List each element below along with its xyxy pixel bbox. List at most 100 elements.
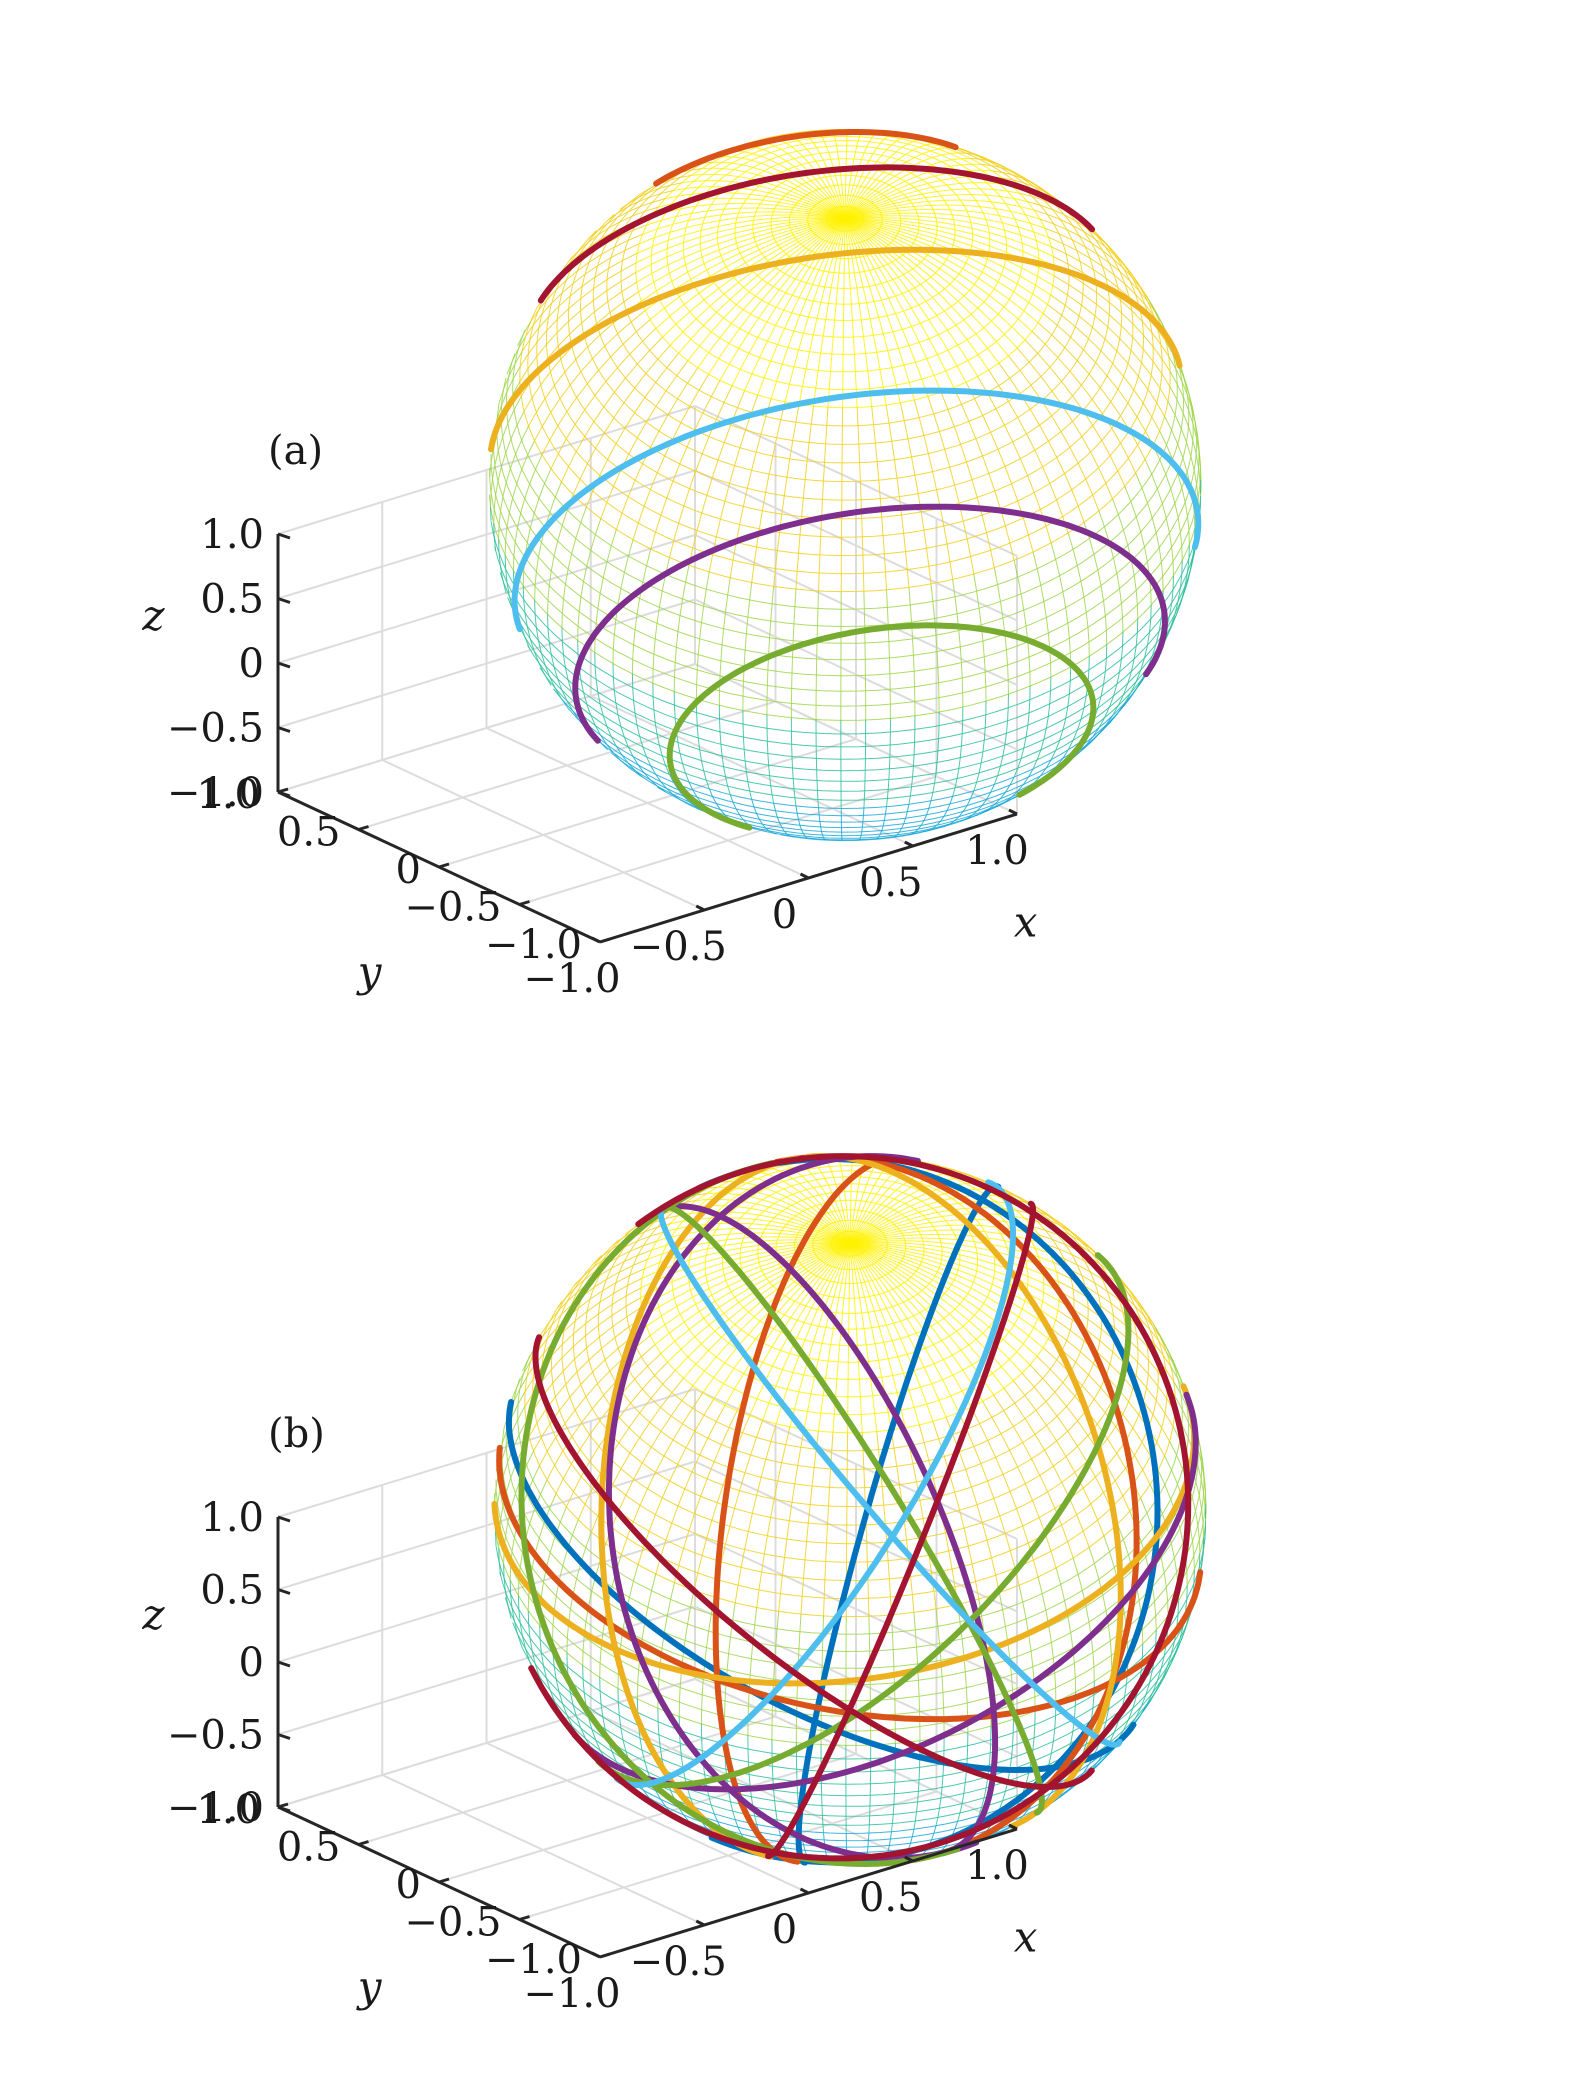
mesh-line: [969, 157, 979, 160]
mesh-line: [1196, 437, 1200, 452]
mesh-line: [689, 1254, 707, 1261]
mesh-line: [1037, 322, 1053, 336]
mesh-line: [978, 158, 988, 162]
mesh-line: [1177, 517, 1181, 533]
mesh-line: [749, 582, 753, 601]
mesh-line: [1043, 601, 1047, 618]
mesh-line: [735, 291, 750, 306]
mesh-line: [867, 1235, 885, 1240]
mesh-line: [666, 1599, 672, 1617]
mesh-line: [696, 712, 698, 726]
mesh-line: [827, 1344, 832, 1362]
mesh-line: [909, 197, 926, 201]
mesh-line: [893, 459, 898, 479]
mesh-line: [870, 237, 884, 249]
mesh-line: [567, 553, 573, 570]
x-tick: [904, 840, 914, 848]
mesh-line: [936, 750, 939, 763]
mesh-line: [702, 220, 720, 225]
mesh-line: [776, 1249, 795, 1255]
mesh-line: [719, 718, 721, 732]
mesh-line: [768, 1195, 781, 1201]
mesh-line: [660, 781, 668, 789]
mesh-line: [1112, 363, 1125, 377]
mesh-line: [1005, 1191, 1015, 1196]
mesh-line: [885, 1235, 904, 1239]
mesh-line: [777, 236, 795, 246]
mesh-line: [753, 166, 765, 172]
mesh-line: [1072, 224, 1085, 233]
mesh-line: [503, 1578, 506, 1592]
mesh-line: [869, 318, 874, 336]
mesh-line: [966, 814, 973, 820]
mesh-line: [792, 1178, 800, 1185]
mesh-line: [770, 152, 779, 157]
mesh-line: [868, 1244, 888, 1249]
mesh-line: [905, 1247, 925, 1253]
mesh-line: [1141, 1441, 1151, 1457]
mesh-line: [1152, 1323, 1161, 1335]
mesh-line: [876, 836, 880, 839]
mesh-line: [745, 771, 749, 782]
mesh-line: [680, 175, 692, 178]
mesh-line: [633, 629, 636, 645]
mesh-line: [899, 402, 905, 421]
y-tick: [599, 937, 611, 944]
mesh-line: [919, 1264, 938, 1273]
mesh-line: [987, 258, 1005, 268]
mesh-line: [901, 329, 910, 346]
mesh-line: [1147, 389, 1158, 404]
mesh-line: [775, 1369, 784, 1387]
mesh-line: [712, 1233, 730, 1237]
mesh-line: [539, 1639, 542, 1653]
mesh-line: [604, 1347, 619, 1361]
mesh-line: [564, 569, 569, 585]
mesh-line: [1140, 287, 1149, 299]
mesh-line: [1047, 303, 1063, 316]
mesh-line: [620, 262, 637, 272]
mesh-line: [841, 184, 844, 196]
mesh-line: [906, 804, 910, 812]
mesh-line: [824, 1226, 838, 1236]
mesh-line: [1033, 1327, 1049, 1340]
mesh-line: [613, 1285, 628, 1295]
mesh-line: [1083, 231, 1096, 240]
mesh-line: [556, 308, 569, 320]
mesh-line: [706, 1520, 713, 1539]
mesh-line: [621, 281, 637, 293]
mesh-line: [980, 751, 984, 763]
mesh-line: [627, 480, 636, 497]
mesh-line: [1099, 387, 1112, 402]
mesh-line: [785, 278, 796, 293]
mesh-line: [716, 299, 731, 313]
mesh-line: [791, 280, 802, 296]
mesh-line: [1186, 569, 1192, 584]
mesh-line: [1106, 375, 1119, 390]
mesh-line: [682, 582, 687, 600]
mesh-line: [821, 480, 824, 500]
grid-line: [277, 1678, 696, 1808]
mesh-line: [1055, 740, 1061, 751]
mesh-line: [811, 1173, 817, 1181]
mesh-line: [808, 221, 827, 227]
mesh-line: [1049, 1220, 1061, 1226]
mesh-line: [674, 1289, 691, 1299]
mesh-line: [895, 147, 903, 153]
mesh-line: [602, 1716, 606, 1730]
mesh-line: [862, 210, 880, 215]
mesh-line: [1037, 249, 1054, 257]
mesh-line: [559, 1396, 571, 1411]
mesh-line: [947, 409, 955, 427]
mesh-line: [921, 1261, 940, 1269]
mesh-line: [826, 186, 834, 197]
mesh-line: [875, 233, 892, 244]
mesh-line: [884, 1253, 902, 1262]
mesh-line: [683, 796, 690, 803]
mesh-line: [569, 322, 582, 335]
mesh-line: [499, 496, 504, 512]
mesh-line: [857, 136, 860, 142]
mesh-line: [1043, 1291, 1060, 1302]
mesh-line: [669, 1321, 685, 1334]
mesh-line: [1009, 776, 1015, 786]
mesh-line: [805, 284, 813, 300]
